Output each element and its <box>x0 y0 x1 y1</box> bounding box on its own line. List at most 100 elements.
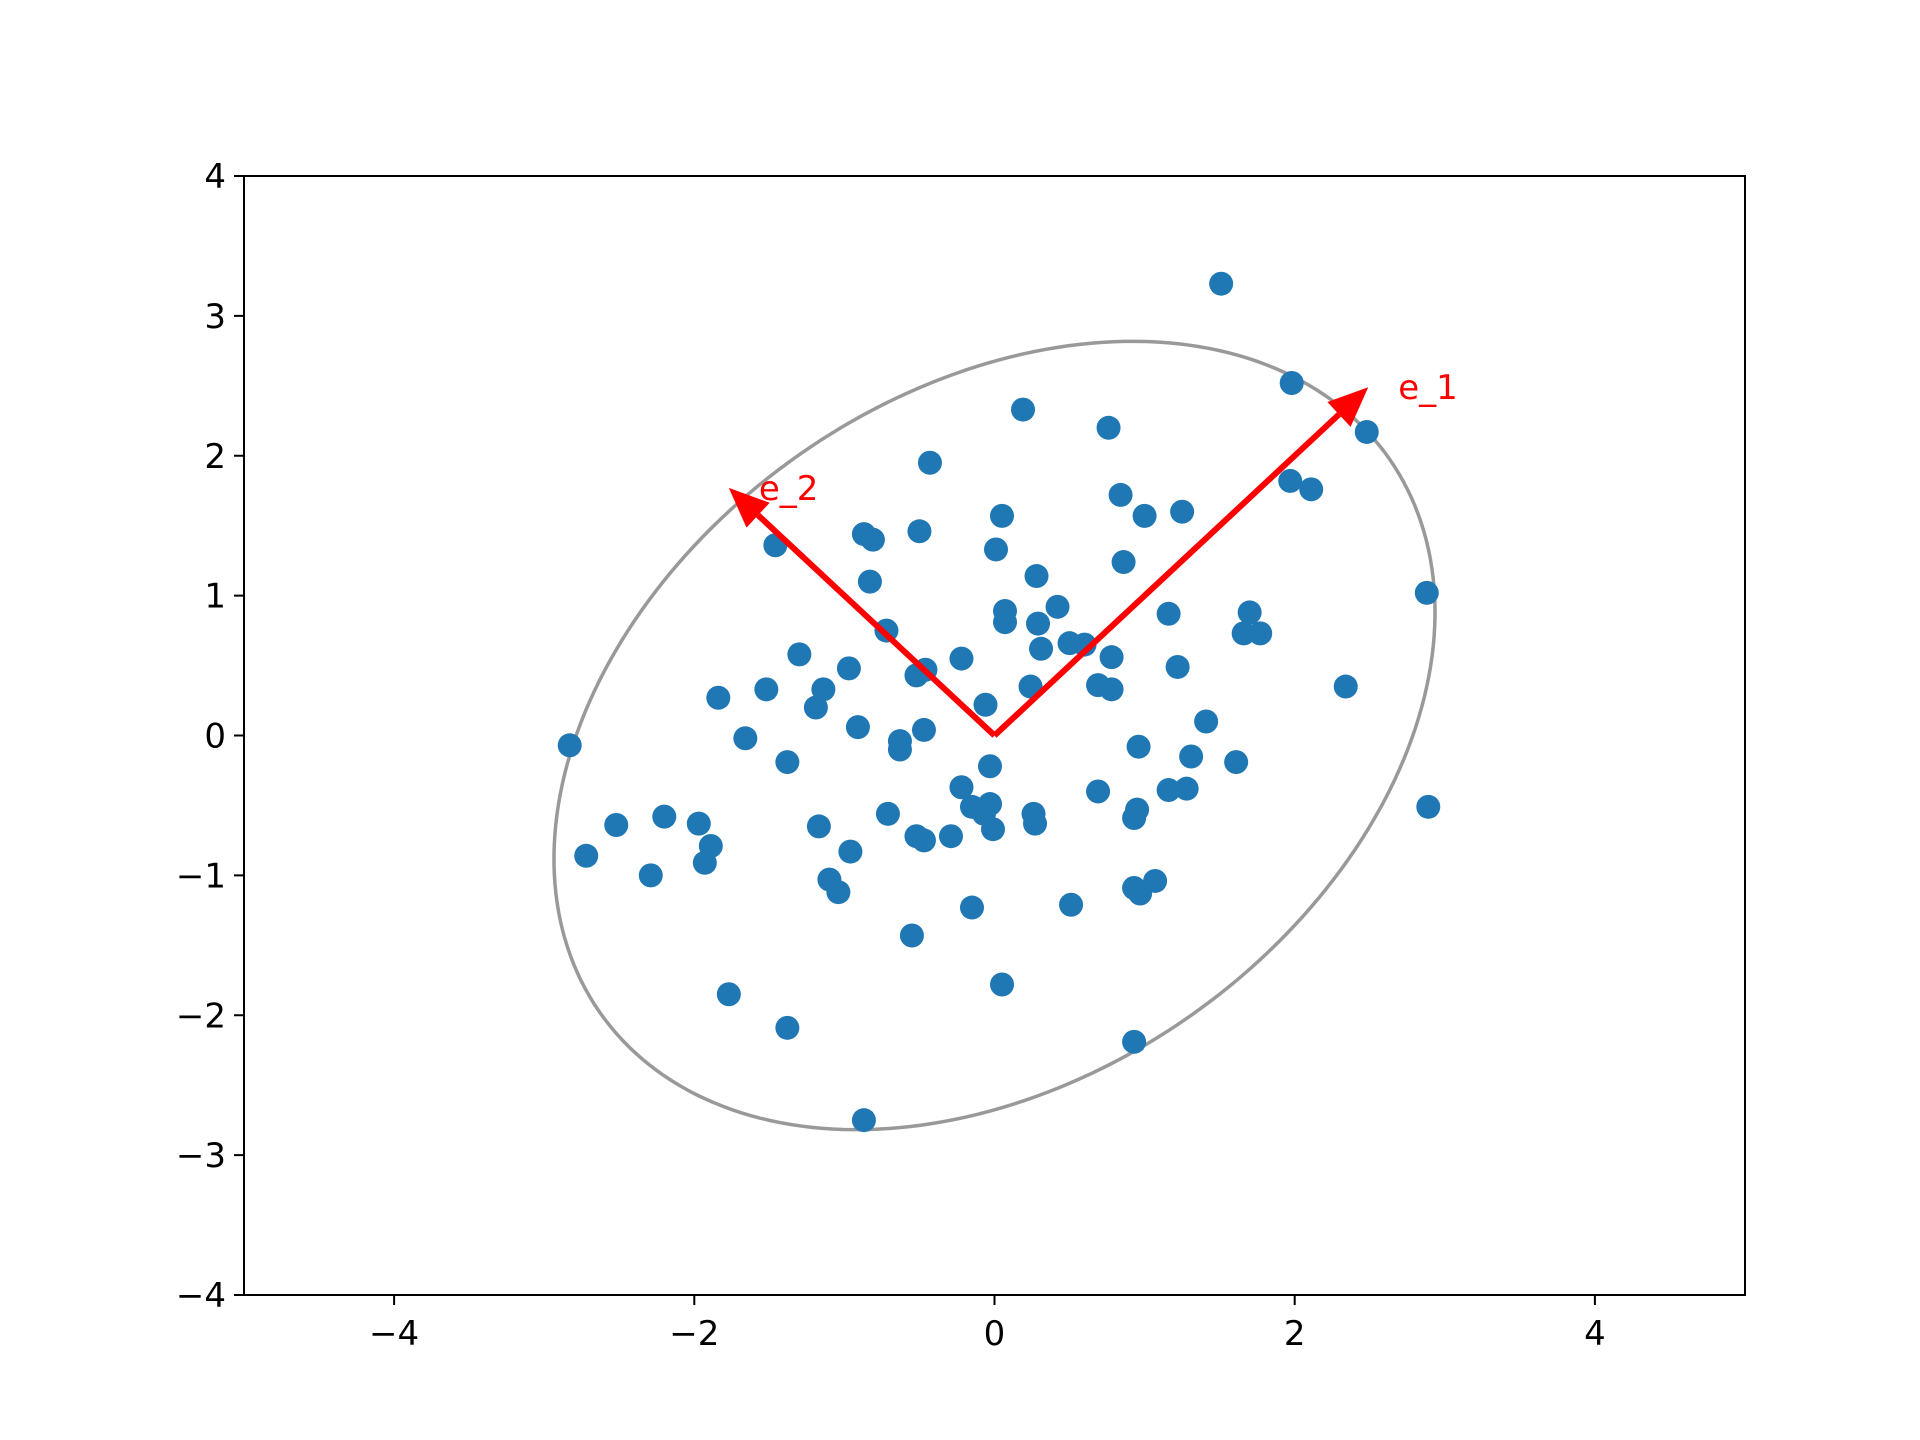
scatter-point <box>787 642 812 667</box>
scatter-point <box>990 972 1015 997</box>
x-tick-label: 2 <box>1284 1314 1306 1354</box>
scatter-point <box>686 811 711 836</box>
scatter-point <box>1237 600 1262 625</box>
scatter-point <box>1333 674 1358 699</box>
scatter-point <box>811 677 836 702</box>
scatter-point <box>911 828 936 853</box>
scatter-point <box>875 801 900 826</box>
scatter-point <box>1122 806 1147 831</box>
scatter-point <box>838 839 863 864</box>
scatter-point <box>716 982 741 1007</box>
scatter-point <box>949 646 974 671</box>
scatter-point <box>1299 477 1324 502</box>
scatter-point <box>836 656 861 681</box>
scatter-point <box>1224 750 1249 775</box>
y-tick-label: −2 <box>176 996 226 1036</box>
scatter-point <box>1122 1029 1147 1054</box>
scatter-point <box>899 923 924 948</box>
x-tick-label: 4 <box>1584 1314 1606 1354</box>
scatter-point <box>1194 709 1219 734</box>
scatter-point <box>1029 636 1054 661</box>
scatter-point <box>949 775 974 800</box>
scatter-point <box>1059 892 1084 917</box>
scatter-point <box>1231 621 1256 646</box>
scatter-point <box>775 1015 800 1040</box>
scatter-point <box>1156 601 1181 626</box>
scatter-point <box>1165 654 1190 679</box>
y-tick-label: −3 <box>176 1136 226 1176</box>
scatter-point <box>1045 594 1070 619</box>
scatter-point <box>733 726 758 751</box>
eigenvector-arrows: e_1 e_2 <box>728 368 1458 738</box>
scatter-point <box>990 503 1015 528</box>
scatter-point <box>604 813 629 838</box>
plot-area <box>552 271 1441 1133</box>
scatter-point <box>706 685 731 710</box>
y-tick-label: 1 <box>204 577 226 617</box>
scatter-point <box>1111 550 1136 575</box>
scatter-point <box>984 537 1009 562</box>
scatter-point <box>652 804 677 829</box>
scatter-point <box>775 750 800 775</box>
y-tick-label: −4 <box>176 1276 226 1316</box>
scatter-point <box>1024 564 1049 589</box>
y-tick-label: −1 <box>176 856 226 896</box>
scatter-point <box>1416 794 1441 819</box>
y-tick-label: 2 <box>204 437 226 477</box>
x-tick-label: −2 <box>669 1314 719 1354</box>
y-tick-label: 0 <box>204 717 226 757</box>
scatter-point <box>1086 779 1111 804</box>
scatter-point <box>692 850 717 875</box>
scatter-point <box>980 817 1005 842</box>
scatter-point <box>803 695 828 720</box>
arrow-e1-head <box>1327 387 1369 427</box>
scatter-point <box>826 880 851 905</box>
scatter-point <box>754 677 779 702</box>
scatter-point <box>993 610 1018 635</box>
scatter-point <box>574 843 599 868</box>
scatter-point <box>857 569 882 594</box>
scatter-point <box>851 1108 876 1133</box>
scatter-point <box>806 814 831 839</box>
y-tick-label: 4 <box>204 157 226 197</box>
scatter-point <box>1099 677 1124 702</box>
arrow-e2-shaft <box>756 512 997 738</box>
scatter-point <box>1209 271 1234 296</box>
arrow-e1-shaft <box>992 412 1342 738</box>
arrow-e2-label: e_2 <box>759 469 819 509</box>
scatter-point <box>977 754 1002 779</box>
scatter-point <box>917 450 942 475</box>
scatter-point <box>973 692 998 717</box>
scatter-point <box>1179 744 1204 769</box>
scatter-point <box>1026 611 1051 636</box>
scatter-point <box>1156 778 1181 803</box>
scatter-point <box>1072 632 1097 657</box>
scatter-point <box>1278 468 1303 493</box>
scatter-point <box>1248 621 1273 646</box>
scatter-point <box>938 824 963 849</box>
scatter-point <box>1099 645 1124 670</box>
scatter-point <box>887 737 912 762</box>
scatter-point <box>1414 580 1439 605</box>
scatter-point <box>959 895 984 920</box>
scatter-point <box>1096 415 1121 440</box>
scatter-point <box>1023 811 1048 836</box>
scatter-point <box>1174 776 1199 801</box>
scatter-point <box>1011 397 1036 422</box>
scatter-point <box>1108 482 1133 507</box>
scatter-point <box>1143 868 1168 893</box>
scatter-point <box>1279 371 1304 396</box>
scatter-point <box>845 715 870 740</box>
scatter-point <box>907 519 932 544</box>
arrow-e1-label: e_1 <box>1398 368 1458 408</box>
scatter-point <box>1126 734 1151 759</box>
scatter-point <box>1354 419 1379 444</box>
scatter-point <box>1170 499 1195 524</box>
y-axis: −4 −3 −2 −1 0 1 2 3 4 <box>176 157 244 1316</box>
arrow-e2-head <box>728 487 770 528</box>
covariance-ellipse <box>552 339 1437 1132</box>
x-tick-label: −4 <box>369 1314 419 1354</box>
scatter-point <box>911 717 936 742</box>
